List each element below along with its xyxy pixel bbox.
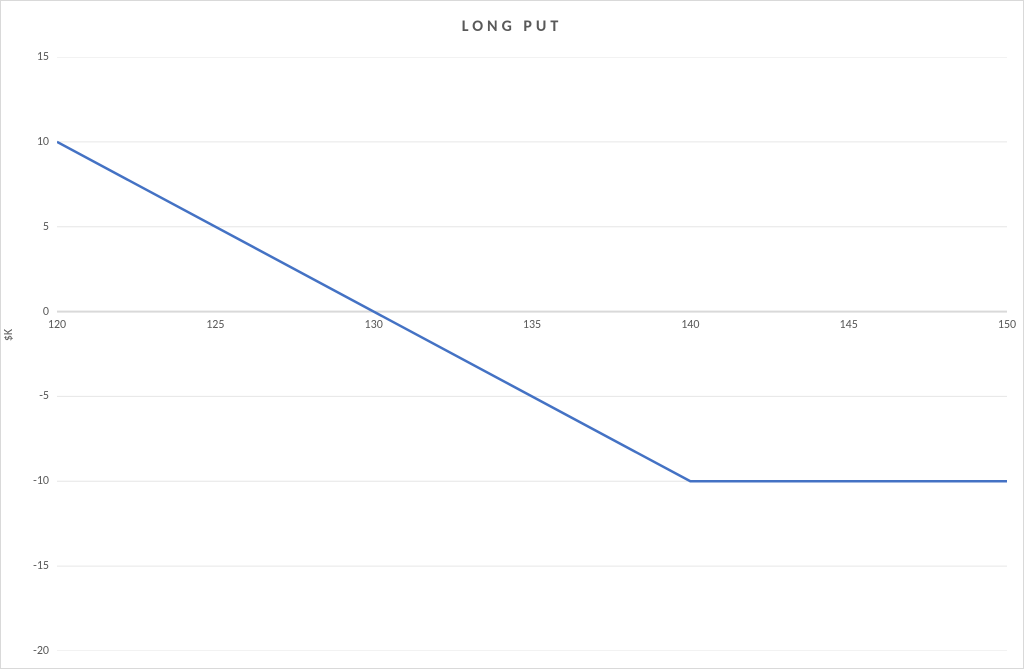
plot-area: -20-15-10-5051015120125130135140145150 [57, 57, 1007, 651]
y-tick-label: 15 [37, 50, 49, 64]
y-tick-label: 0 [43, 305, 49, 319]
y-tick-label: 5 [43, 220, 49, 234]
y-axis-label: $K [2, 328, 16, 340]
y-tick-label: 10 [37, 135, 49, 149]
y-tick-label: -5 [39, 389, 49, 403]
y-tick-label: -20 [33, 644, 49, 658]
chart-title: LONG PUT [1, 17, 1023, 36]
chart-container: LONG PUT $K -20 -15 -10 -5 0 5 10 15 120 125 130 13… [0, 0, 1024, 669]
x-tick-label: 135 [523, 318, 541, 332]
x-tick-label: 140 [681, 318, 699, 332]
x-tick-label: 125 [206, 318, 224, 332]
x-tick-label: 150 [998, 318, 1016, 332]
chart-svg [57, 57, 1007, 651]
x-tick-label: 130 [365, 318, 383, 332]
y-tick-label: -15 [33, 559, 49, 573]
y-tick-label: -10 [33, 474, 49, 488]
x-tick-label: 145 [840, 318, 858, 332]
x-tick-label: 120 [48, 318, 66, 332]
